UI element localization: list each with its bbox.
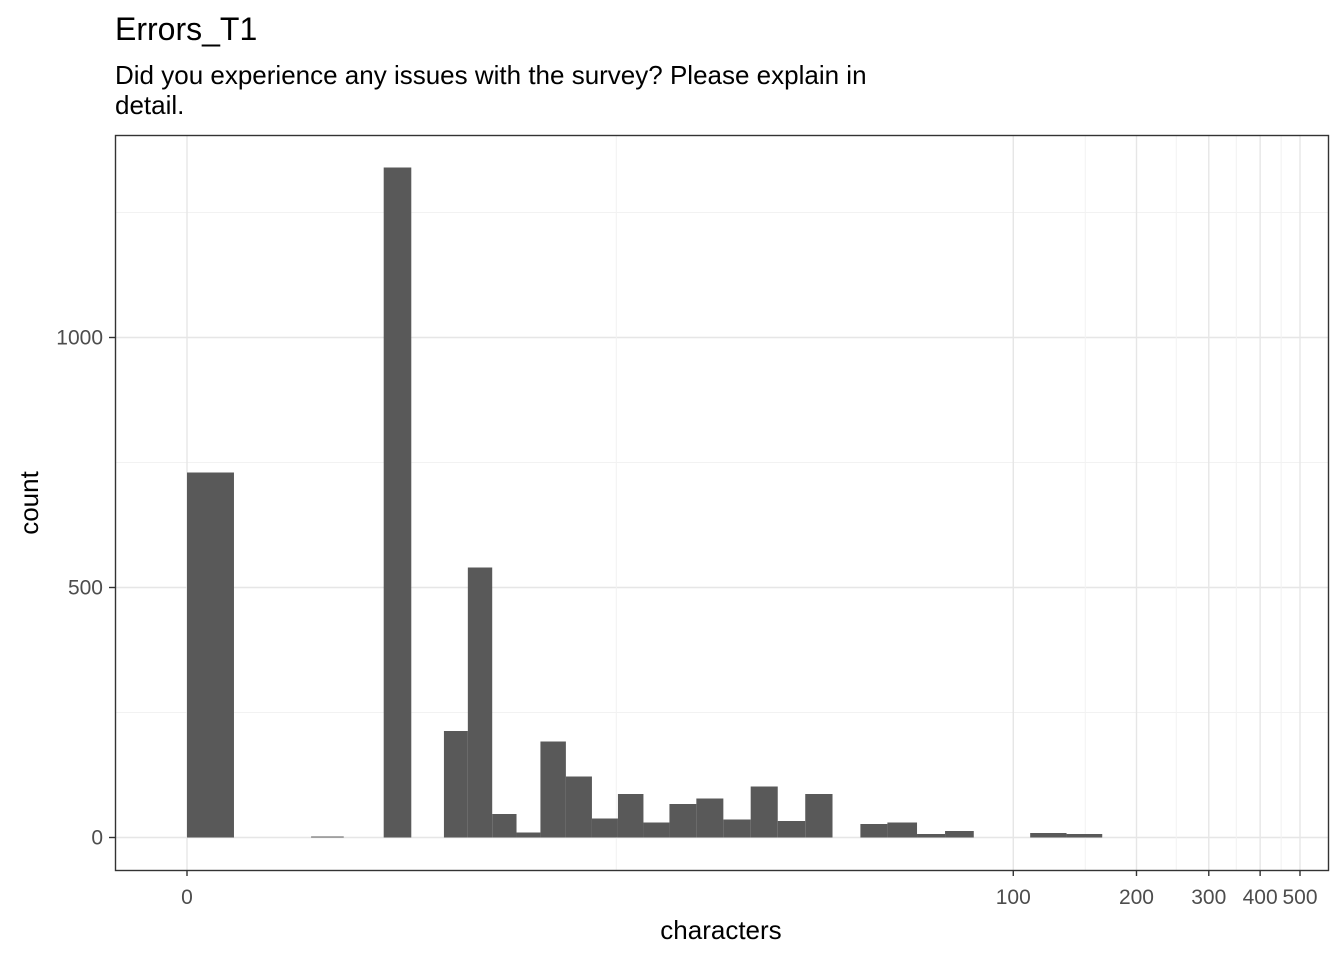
chart-subtitle-line-2: detail. xyxy=(115,90,184,120)
x-tick-label: 100 xyxy=(996,886,1031,909)
histogram-bar xyxy=(383,167,412,838)
histogram-bar xyxy=(860,824,888,838)
x-tick-label: 400 xyxy=(1243,886,1278,909)
x-tick-label: 200 xyxy=(1119,886,1154,909)
x-tick-label: 300 xyxy=(1191,886,1226,909)
x-tick-label: 0 xyxy=(181,886,193,909)
histogram-bar xyxy=(723,819,751,838)
plot-panel xyxy=(115,135,1329,871)
histogram-bar xyxy=(643,822,670,838)
histogram-bar xyxy=(187,472,234,838)
histogram-bar xyxy=(311,836,344,838)
chart-subtitle-line-1: Did you experience any issues with the s… xyxy=(115,60,867,90)
histogram-bar xyxy=(1066,834,1103,838)
histogram-bar xyxy=(887,822,918,838)
histogram-bars xyxy=(187,167,1103,838)
grid-lines xyxy=(115,135,1328,870)
histogram-bar xyxy=(669,804,697,838)
histogram-bar xyxy=(750,786,778,838)
histogram-bar xyxy=(696,798,724,838)
histogram-bar xyxy=(917,834,946,838)
histogram-bar xyxy=(805,794,833,838)
histogram-bar xyxy=(591,818,618,838)
histogram-bar xyxy=(565,776,592,838)
x-axis-title: characters xyxy=(660,915,781,945)
plot-border xyxy=(114,134,1330,872)
chart-title: Errors_T1 xyxy=(115,11,257,47)
histogram-bar xyxy=(443,731,468,838)
x-axis: 0 100 200 300 400 500 xyxy=(181,870,1318,909)
histogram-bar xyxy=(1030,833,1067,838)
histogram-bar xyxy=(617,794,644,838)
histogram-bar xyxy=(540,741,566,838)
histogram-bar xyxy=(516,832,541,838)
histogram-bar xyxy=(945,831,974,838)
y-axis: 0 500 1000 xyxy=(56,327,115,850)
y-tick-label: 1000 xyxy=(56,327,103,350)
histogram-bar xyxy=(492,814,517,838)
y-tick-label: 0 xyxy=(91,827,103,850)
y-tick-label: 500 xyxy=(68,577,103,600)
histogram-bar xyxy=(467,567,493,838)
x-tick-label: 500 xyxy=(1282,886,1317,909)
y-axis-title: count xyxy=(14,470,44,534)
histogram-bar xyxy=(777,821,806,838)
